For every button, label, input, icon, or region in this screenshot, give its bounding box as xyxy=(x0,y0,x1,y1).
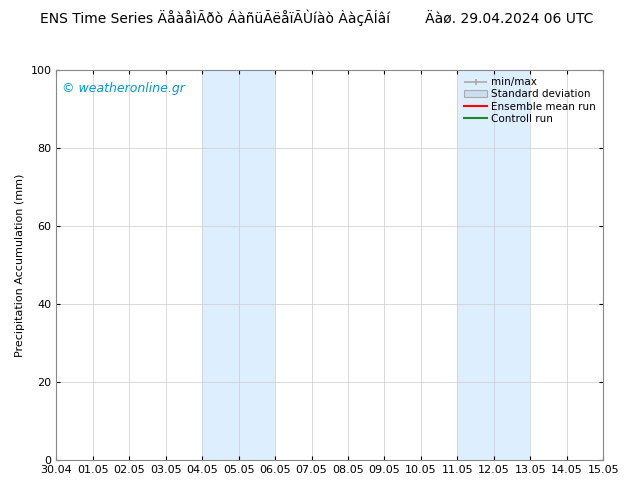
Legend: min/max, Standard deviation, Ensemble mean run, Controll run: min/max, Standard deviation, Ensemble me… xyxy=(460,73,600,128)
Bar xyxy=(457,70,530,460)
Bar xyxy=(202,70,275,460)
Text: © weatheronline.gr: © weatheronline.gr xyxy=(62,82,184,95)
Text: ENS Time Series ÄåàåìÃðò ÁàñüÃëåïÃÙíàò ÀàçÃÍâí        Äàø. 29.04.2024 06 UTC: ENS Time Series ÄåàåìÃðò ÁàñüÃëåïÃÙíàò À… xyxy=(41,10,593,26)
Y-axis label: Precipitation Accumulation (mm): Precipitation Accumulation (mm) xyxy=(15,173,25,357)
